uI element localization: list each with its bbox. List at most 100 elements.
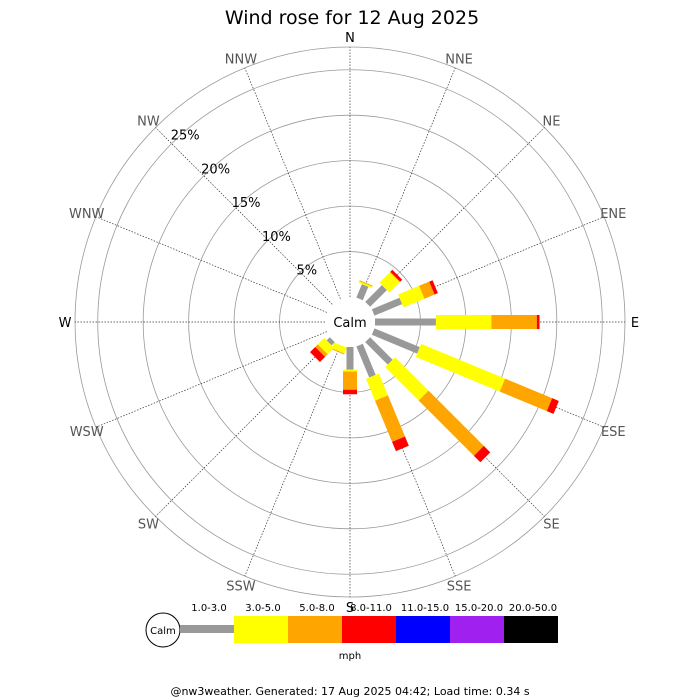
bar-segment-e-0 <box>374 318 436 326</box>
spoke-se <box>367 339 545 517</box>
bar-ne <box>365 269 403 307</box>
direction-label-e: E <box>631 316 639 331</box>
bar-e <box>374 315 540 329</box>
legend-swatch-0 <box>180 625 234 633</box>
speed-legend: Calm 1.0-3.0 3.0-5.0 5.0-8.0 8.0-11.0 11.0-15… <box>145 603 558 662</box>
bar-segment-ne-0 <box>365 285 387 307</box>
ring-label: 5% <box>297 264 318 279</box>
legend-swatch-6 <box>504 616 558 643</box>
spoke-nne <box>359 67 456 300</box>
spoke-ese <box>372 331 605 428</box>
bar-segment-e-2 <box>491 315 537 329</box>
grid-ring <box>97 69 603 575</box>
bar-segment-nne-0 <box>356 284 369 301</box>
bar-segment-sw-2 <box>315 344 328 357</box>
direction-labels: N NNE NE ENE E ESE SE SSE S SSW SW WSW W WNW NW NNW <box>59 31 640 616</box>
polar-grid <box>74 46 626 598</box>
legend-unit: mph <box>339 651 361 662</box>
bar-segment-ene-1 <box>398 285 425 308</box>
direction-label-ne: NE <box>543 114 561 129</box>
bar-segment-sse-2 <box>375 395 405 442</box>
bar-sse <box>356 343 409 452</box>
ring-label: 10% <box>262 230 291 245</box>
direction-label-s: S <box>346 601 354 616</box>
calm-center: Calm <box>325 297 375 347</box>
legend-calm-label: Calm <box>150 626 176 637</box>
spoke-ssw <box>244 344 341 577</box>
spoke-ene <box>372 216 605 313</box>
bar-segment-e-3 <box>536 315 540 329</box>
legend-label-2: 5.0-8.0 <box>299 603 334 614</box>
bar-segment-nne-2 <box>359 280 373 287</box>
spoke-sw <box>155 339 333 517</box>
bar-segment-sw-1 <box>317 337 335 355</box>
bar-segment-e-1 <box>435 315 492 329</box>
legend-swatch-2 <box>288 616 342 643</box>
spoke-sse <box>359 344 456 577</box>
direction-label-nw: NW <box>137 114 160 129</box>
bar-segment-ese-3 <box>546 398 559 414</box>
direction-label-n: N <box>345 31 355 46</box>
direction-label-sse: SSE <box>447 579 472 594</box>
bar-segment-sse-3 <box>392 436 409 452</box>
direction-label-sw: SW <box>138 518 159 533</box>
ring-label: 20% <box>201 162 230 177</box>
ring-labels: 5% 10% 15% 20% 25% <box>171 129 317 279</box>
bar-segment-s-3 <box>343 389 357 395</box>
bar-segment-sse-0 <box>356 343 376 378</box>
direction-label-ene: ENE <box>600 207 626 222</box>
legend-swatch-1 <box>234 616 288 643</box>
legend-swatch-4 <box>396 616 450 643</box>
direction-label-wnw: WNW <box>69 207 105 222</box>
bar-segment-ese-0 <box>371 328 420 354</box>
legend-label-0: 1.0-3.0 <box>191 603 226 614</box>
bar-sw <box>310 337 335 362</box>
bar-ene <box>371 280 438 316</box>
bar-segment-s-0 <box>346 347 354 370</box>
bar-segment-ssw-2 <box>331 348 345 355</box>
bar-s <box>343 347 357 395</box>
direction-label-nne: NNE <box>445 53 473 68</box>
bar-segment-ese-2 <box>499 378 553 412</box>
ring-label: 25% <box>171 129 200 144</box>
legend-label-1: 3.0-5.0 <box>245 603 280 614</box>
bar-se <box>365 337 491 463</box>
grid-ring <box>142 114 558 530</box>
legend-swatch-3 <box>342 616 396 643</box>
legend-label-6: 20.0-50.0 <box>509 603 557 614</box>
bar-segment-se-3 <box>473 445 491 463</box>
direction-label-nnw: NNW <box>225 53 257 68</box>
bar-segment-ene-2 <box>419 281 435 299</box>
calm-label: Calm <box>333 316 366 331</box>
bar-segment-s-1 <box>343 369 357 372</box>
spoke-wnw <box>95 216 328 313</box>
bar-segment-ene-3 <box>429 280 438 295</box>
spoke-nw <box>155 127 333 305</box>
bar-segment-ene-0 <box>371 297 403 316</box>
legend-label-3: 8.0-11.0 <box>350 603 392 614</box>
spoke-nnw <box>244 67 341 300</box>
bar-segment-ne-2 <box>389 271 401 283</box>
bar-ese <box>371 328 559 414</box>
bar-segment-se-0 <box>365 337 393 365</box>
bar-segment-ese-1 <box>415 343 506 392</box>
direction-label-wsw: WSW <box>70 425 104 440</box>
bar-segment-sse-1 <box>365 373 388 401</box>
spoke-wsw <box>95 331 328 428</box>
bar-segment-s-2 <box>343 371 357 390</box>
bar-nne <box>356 280 373 301</box>
bar-segment-sw-0 <box>326 337 335 346</box>
bar-segment-se-1 <box>385 357 429 401</box>
direction-label-se: SE <box>543 518 559 533</box>
bar-segment-se-2 <box>418 390 484 456</box>
direction-label-w: W <box>59 316 72 331</box>
ring-label: 15% <box>232 196 261 211</box>
footer-text: @nw3weather. Generated: 17 Aug 2025 04:4… <box>170 685 529 698</box>
legend-swatch-5 <box>450 616 504 643</box>
legend-label-5: 15.0-20.0 <box>455 603 503 614</box>
bar-ssw <box>331 342 347 355</box>
bar-segment-ne-3 <box>390 269 403 282</box>
bar-segment-nne-1 <box>358 281 373 289</box>
direction-label-ese: ESE <box>601 425 626 440</box>
